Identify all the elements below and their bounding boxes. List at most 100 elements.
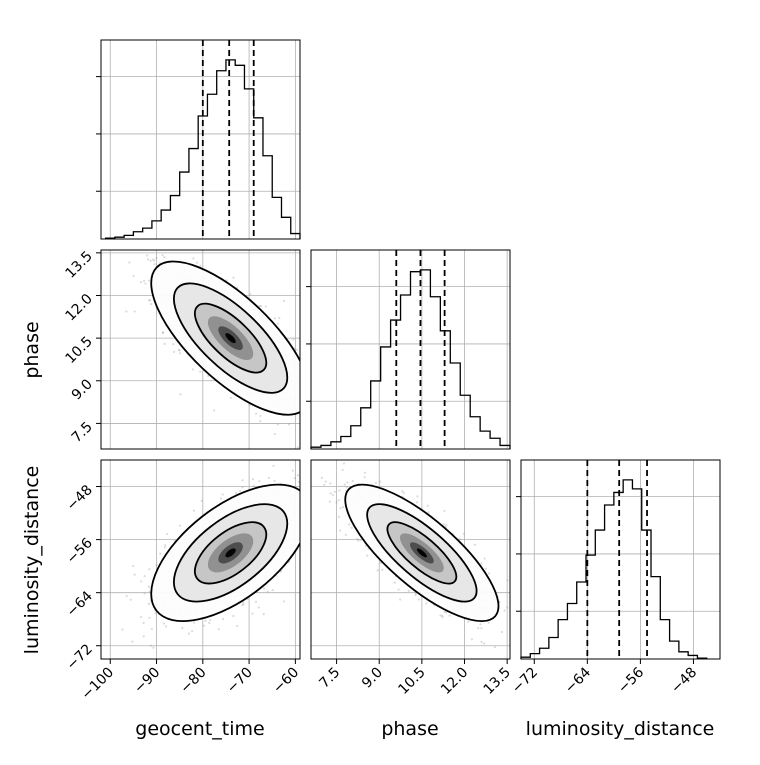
- sample-point: [300, 531, 302, 533]
- sample-point: [330, 492, 332, 494]
- sample-point: [140, 580, 142, 582]
- sample-point: [125, 310, 127, 312]
- sample-point: [173, 351, 175, 353]
- sample-point: [151, 628, 153, 630]
- sample-point: [302, 498, 304, 500]
- sample-point: [418, 598, 420, 600]
- sample-point: [328, 497, 330, 499]
- sample-point: [253, 485, 255, 487]
- sample-point: [416, 501, 418, 503]
- sample-point: [329, 501, 331, 503]
- sample-point: [272, 465, 274, 467]
- sample-point: [360, 539, 362, 541]
- sample-point: [218, 628, 220, 630]
- sample-point: [324, 407, 326, 409]
- sample-point: [164, 544, 166, 546]
- sample-point: [208, 622, 210, 624]
- sample-point: [477, 627, 479, 629]
- sample-point: [236, 625, 238, 627]
- sample-point: [364, 476, 366, 478]
- sample-point: [159, 553, 161, 555]
- sample-point: [148, 603, 150, 605]
- sample-point: [443, 510, 445, 512]
- sample-point: [348, 523, 350, 525]
- sample-point: [143, 622, 145, 624]
- sample-point: [319, 492, 321, 494]
- sample-point: [148, 279, 150, 281]
- sample-point: [277, 423, 279, 425]
- sample-point: [319, 415, 321, 417]
- sample-point: [150, 303, 152, 305]
- sample-point: [307, 395, 309, 397]
- sample-point: [301, 491, 303, 493]
- sample-point: [162, 332, 164, 334]
- sample-point: [163, 256, 165, 258]
- sample-point: [484, 557, 486, 559]
- sample-point: [474, 544, 476, 546]
- sample-point: [199, 265, 201, 267]
- sample-point: [258, 606, 260, 608]
- sample-point: [193, 622, 195, 624]
- sample-point: [323, 484, 325, 486]
- sample-point: [152, 647, 154, 649]
- sample-point: [156, 564, 158, 566]
- sample-point: [327, 408, 329, 410]
- sample-point: [416, 495, 418, 497]
- sample-point: [314, 501, 316, 503]
- sample-point: [345, 534, 347, 536]
- sample-point: [172, 343, 174, 345]
- sample-point: [283, 300, 285, 302]
- sample-point: [304, 416, 306, 418]
- sample-point: [513, 606, 515, 608]
- sample-point: [165, 625, 167, 627]
- histogram-step: [311, 270, 510, 449]
- sample-point: [343, 462, 345, 464]
- sample-point: [163, 343, 165, 345]
- sample-point: [340, 507, 342, 509]
- sample-point: [131, 641, 133, 643]
- sample-point: [263, 613, 265, 615]
- sample-point: [255, 413, 257, 415]
- sample-point: [143, 592, 145, 594]
- sample-point: [297, 474, 299, 476]
- sample-point: [192, 368, 194, 370]
- sample-point: [356, 538, 358, 540]
- sample-point: [260, 305, 262, 307]
- sample-point: [193, 509, 195, 511]
- sample-point: [302, 381, 304, 383]
- sample-point: [163, 622, 165, 624]
- sample-point: [302, 527, 304, 529]
- sample-point: [274, 480, 276, 482]
- sample-point: [235, 492, 237, 494]
- sample-point: [523, 617, 525, 619]
- sample-point: [306, 520, 308, 522]
- sample-point: [154, 612, 156, 614]
- sample-point: [301, 529, 303, 531]
- sample-point: [301, 392, 303, 394]
- sample-point: [283, 600, 285, 602]
- sample-point: [312, 413, 314, 415]
- sample-point: [483, 642, 485, 644]
- sample-point: [445, 524, 447, 526]
- sample-point: [314, 520, 316, 522]
- sample-point: [306, 499, 308, 501]
- sample-point: [314, 527, 316, 529]
- sample-point: [307, 500, 309, 502]
- sample-point: [338, 516, 340, 518]
- sample-point: [494, 646, 496, 648]
- sample-point: [155, 257, 157, 259]
- sample-point: [277, 322, 279, 324]
- sample-point: [143, 635, 145, 637]
- sample-point: [222, 493, 224, 495]
- sample-point: [327, 376, 329, 378]
- sample-point: [302, 388, 304, 390]
- sample-point: [357, 540, 359, 542]
- sample-point: [501, 631, 503, 633]
- sample-point: [323, 404, 325, 406]
- sample-point: [304, 392, 306, 394]
- sample-point: [143, 280, 145, 282]
- sample-point: [351, 527, 353, 529]
- sample-point: [148, 568, 150, 570]
- sample-point: [347, 443, 349, 445]
- density-panel-phase-luminosity_distance: [308, 444, 525, 659]
